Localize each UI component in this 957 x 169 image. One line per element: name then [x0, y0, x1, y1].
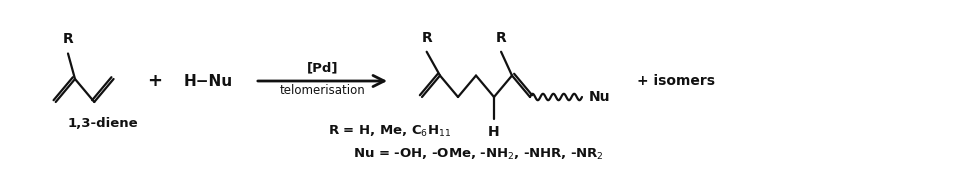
- Text: H−Nu: H−Nu: [184, 74, 233, 89]
- Text: Nu: Nu: [589, 90, 611, 104]
- Text: Nu = -OH, -OMe, -NH$_2$, -NHR, -NR$_2$: Nu = -OH, -OMe, -NH$_2$, -NHR, -NR$_2$: [353, 147, 604, 162]
- Text: R: R: [421, 31, 432, 45]
- Text: 1,3-diene: 1,3-diene: [68, 117, 139, 130]
- Text: + isomers: + isomers: [637, 74, 715, 88]
- Text: R: R: [62, 32, 74, 46]
- Text: [Pd]: [Pd]: [307, 62, 338, 75]
- Text: R = H, Me, C$_6$H$_{11}$: R = H, Me, C$_6$H$_{11}$: [328, 123, 452, 139]
- Text: +: +: [147, 72, 163, 90]
- Text: H: H: [488, 125, 500, 139]
- Text: telomerisation: telomerisation: [279, 84, 366, 98]
- Text: R: R: [496, 31, 506, 45]
